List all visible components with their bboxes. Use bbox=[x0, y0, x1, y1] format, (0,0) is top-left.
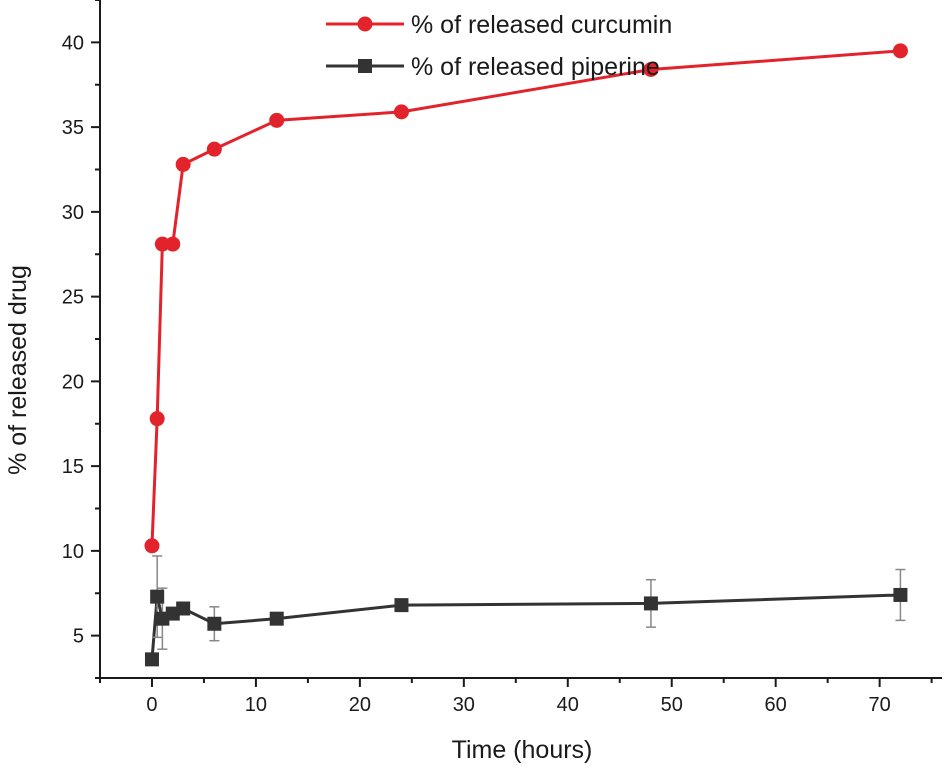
curcumin-point bbox=[269, 112, 285, 128]
piperine-point bbox=[150, 589, 165, 604]
piperine-point bbox=[394, 598, 409, 613]
piperine-point bbox=[643, 596, 658, 611]
x-tick-label: 70 bbox=[869, 694, 891, 716]
y-tick-label: 40 bbox=[62, 32, 84, 54]
y-tick-label: 20 bbox=[62, 371, 84, 393]
legend-square-marker bbox=[358, 59, 372, 73]
x-tick-label: 0 bbox=[146, 694, 157, 716]
x-tick-label: 60 bbox=[765, 694, 787, 716]
series-line-0 bbox=[150, 49, 901, 546]
y-tick-label: 25 bbox=[62, 287, 84, 309]
curcumin-point bbox=[643, 61, 659, 77]
y-tick-label: 5 bbox=[73, 626, 84, 648]
curcumin-point bbox=[175, 156, 191, 172]
piperine-point bbox=[144, 652, 159, 667]
axes bbox=[99, 0, 942, 679]
curcumin-point bbox=[154, 236, 170, 252]
legend-circle-marker bbox=[357, 16, 373, 32]
curcumin-point bbox=[149, 411, 165, 427]
curcumin-point bbox=[165, 236, 181, 252]
legend-label-1: % of released piperine bbox=[411, 53, 660, 81]
error-bars bbox=[152, 555, 906, 650]
series-lines bbox=[150, 49, 901, 660]
series-line-1 bbox=[150, 593, 901, 660]
x-tick-label: 20 bbox=[349, 694, 371, 716]
x-tick-label: 50 bbox=[661, 694, 683, 716]
curcumin-point bbox=[206, 141, 222, 157]
y-tick-label: 15 bbox=[62, 456, 84, 478]
x-axis-title: Time (hours) bbox=[452, 736, 593, 764]
piperine-point bbox=[207, 616, 222, 631]
piperine-point bbox=[176, 601, 191, 616]
curcumin-point bbox=[892, 43, 908, 59]
curcumin-point bbox=[144, 538, 160, 554]
ticks: 0 10 20 30 40 50 60 70 5 10 15 20 25 30 35 40 bbox=[62, 0, 933, 716]
x-tick-label: 30 bbox=[453, 694, 475, 716]
y-axis-title: % of released drug bbox=[4, 265, 32, 475]
x-tick-label: 40 bbox=[557, 694, 579, 716]
y-tick-label: 10 bbox=[62, 541, 84, 563]
curcumin-point bbox=[393, 104, 409, 120]
y-tick-label: 30 bbox=[62, 202, 84, 224]
y-tick-label: 35 bbox=[62, 117, 84, 139]
x-tick-label: 10 bbox=[245, 694, 267, 716]
piperine-point bbox=[269, 611, 284, 626]
legend-label-0: % of released curcumin bbox=[411, 11, 672, 39]
data-markers bbox=[144, 43, 908, 667]
piperine-point bbox=[893, 587, 908, 602]
legend: % of released curcumin % of released pipe… bbox=[326, 11, 672, 81]
